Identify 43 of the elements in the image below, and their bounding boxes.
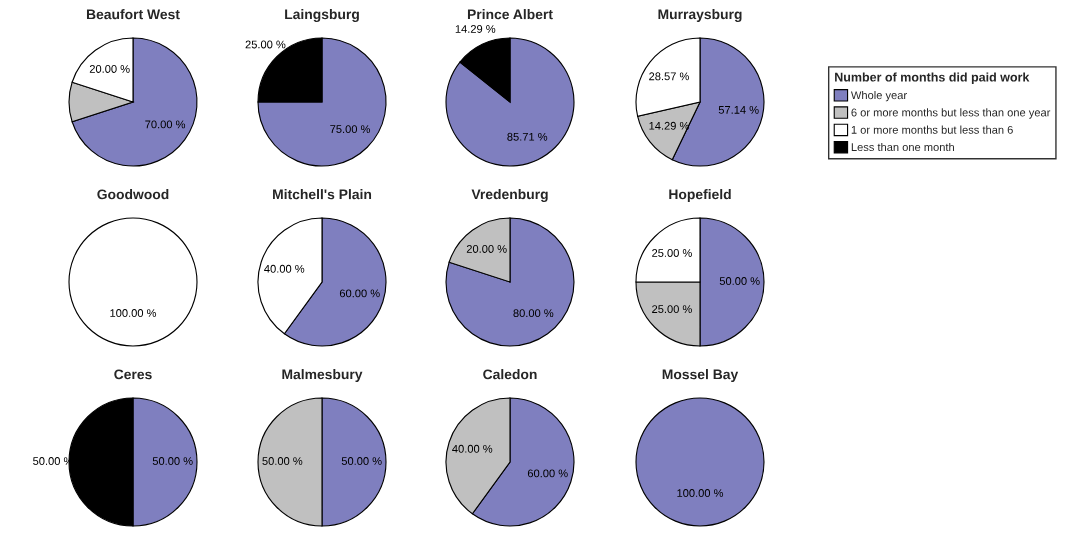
chart-title: Ceres [114, 369, 152, 380]
data-label: 20.00 % [466, 245, 507, 253]
chart-title: Goodwood [97, 189, 169, 200]
data-label: 25.00 % [652, 305, 692, 314]
data-label: 60.00 % [527, 469, 568, 478]
pie-slice [445, 37, 575, 167]
chart-title: Caledon [483, 369, 537, 380]
data-label: 20.00 % [89, 65, 130, 73]
chart-title: Murraysburg [658, 8, 742, 22]
legend-label: 1 or more months but less than 6 [851, 125, 1013, 134]
data-label: 14.29 % [455, 25, 496, 33]
chart-title: Mossel Bay [662, 369, 739, 382]
data-label: 28.57 % [649, 72, 689, 81]
chart-title: Malmesbury [282, 369, 363, 382]
data-label: 50.00 % [152, 457, 193, 465]
legend-label: 6 or more months but less than one year [851, 108, 1051, 119]
pie-slice [71, 37, 198, 167]
chart-title: Hopefield [669, 189, 731, 202]
data-label: 80.00 % [513, 309, 554, 318]
legend-title: Number of months did paid work [835, 72, 1030, 85]
data-label: 57.14 % [718, 105, 759, 114]
data-label: 100.00 % [677, 489, 724, 497]
pie-slice [445, 217, 575, 347]
chart-title: Prince Albert [467, 9, 553, 20]
legend-label: Whole year [850, 90, 907, 102]
data-label: 60.00 % [339, 289, 380, 298]
data-label: 40.00 % [452, 444, 493, 453]
data-label: 100.00 % [110, 309, 157, 317]
chart-title: Vredenburg [471, 188, 548, 202]
data-label: 14.29 % [649, 121, 689, 130]
data-label: 75.00 % [330, 125, 371, 134]
data-label: 50.00 % [719, 277, 760, 285]
chart-title: Mitchell's Plain [273, 189, 372, 200]
data-label: 25.00 % [652, 249, 692, 257]
data-label: 40.00 % [264, 264, 305, 273]
data-label: 85.71 % [507, 132, 548, 141]
data-label: 50.00 % [262, 457, 303, 465]
chart-title: Beaufort West [86, 9, 180, 20]
data-label: 50.00 % [341, 457, 382, 465]
chart-title: Laingsburg [285, 8, 359, 22]
data-label: 70.00 % [145, 120, 186, 129]
legend-label: Less than one month [851, 142, 954, 152]
data-label: 25.00 % [245, 40, 286, 49]
